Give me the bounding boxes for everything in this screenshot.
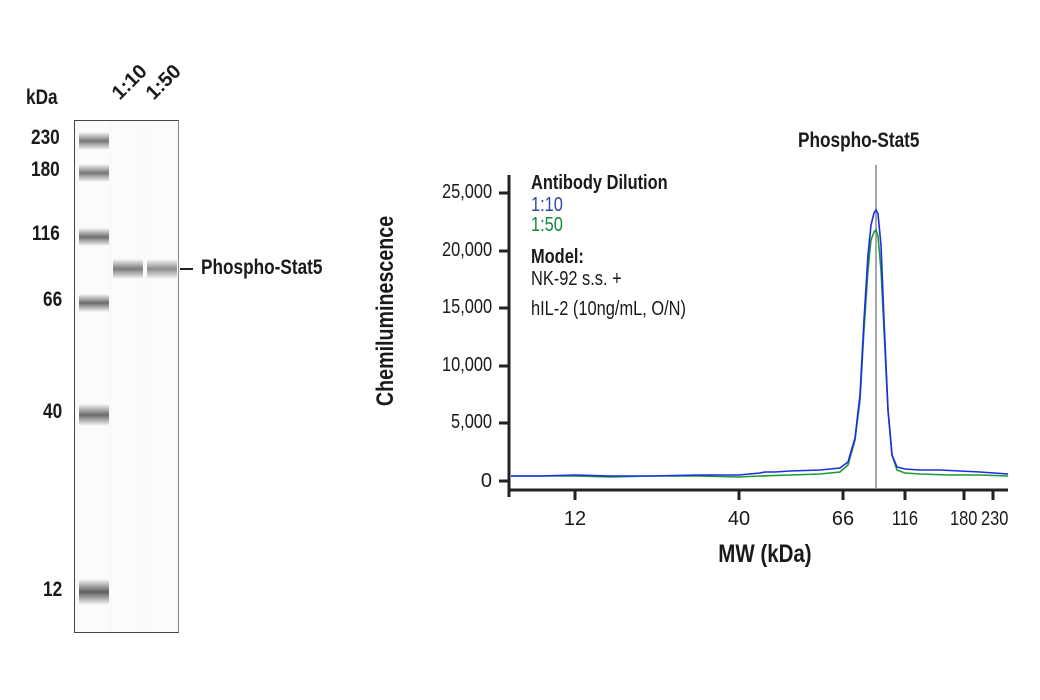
sample-lane-1 [112,121,143,632]
marker-label-12: 12 [42,578,62,601]
gel-image [74,120,179,633]
sample-band-1 [113,259,143,279]
band-pointer-line [180,268,193,270]
model-line-1: NK-92 s.s. + [531,268,622,290]
x-tick-label-66: 66 [831,508,855,530]
y-tick-label-5000: 5,000 [450,411,492,433]
model-title: Model: [531,246,584,268]
marker-band-230 [79,132,109,150]
y-axis-title: Chemiluminescence [372,215,399,407]
y-tick-label-20000: 20,000 [441,239,492,261]
y-tick-label-25000: 25,000 [441,181,492,203]
legend-entry-1-50: 1:50 [531,214,563,236]
x-tick-label-40: 40 [727,508,751,530]
marker-band-66 [79,294,109,312]
y-tick-label-10000: 10,000 [441,354,492,376]
kda-unit-label: kDa [26,86,58,109]
legend-entry-1-10: 1:10 [531,194,563,216]
y-tick-label-0: 0 [480,470,492,492]
marker-band-116 [79,228,109,246]
marker-label-230: 230 [30,126,60,149]
peak-title: Phospho-Stat5 [798,129,920,152]
x-tick-label-180: 180 [950,508,978,530]
marker-label-40: 40 [42,400,62,423]
marker-label-66: 66 [42,288,62,311]
marker-band-180 [79,164,109,182]
legend-title: Antibody Dilution [531,172,668,194]
x-tick-label-116: 116 [891,508,919,530]
sample-lane-2 [146,121,177,632]
x-axis-title: MW (kDa) [718,540,812,568]
y-tick-label-15000: 15,000 [441,296,492,318]
series-line-1-10 [511,208,1009,477]
marker-band-12 [79,579,109,605]
x-ticks [573,490,995,500]
x-tick-label-12: 12 [563,508,587,530]
sample-band-2 [147,259,177,279]
marker-label-180: 180 [30,158,60,181]
band-label: Phospho-Stat5 [201,256,323,279]
marker-lane [78,121,109,632]
model-line-2: hIL-2 (10ng/mL, O/N) [531,298,686,320]
marker-label-116: 116 [32,222,60,245]
y-ticks [499,191,509,483]
x-tick-label-230: 230 [981,508,1009,530]
marker-band-40 [79,404,109,426]
